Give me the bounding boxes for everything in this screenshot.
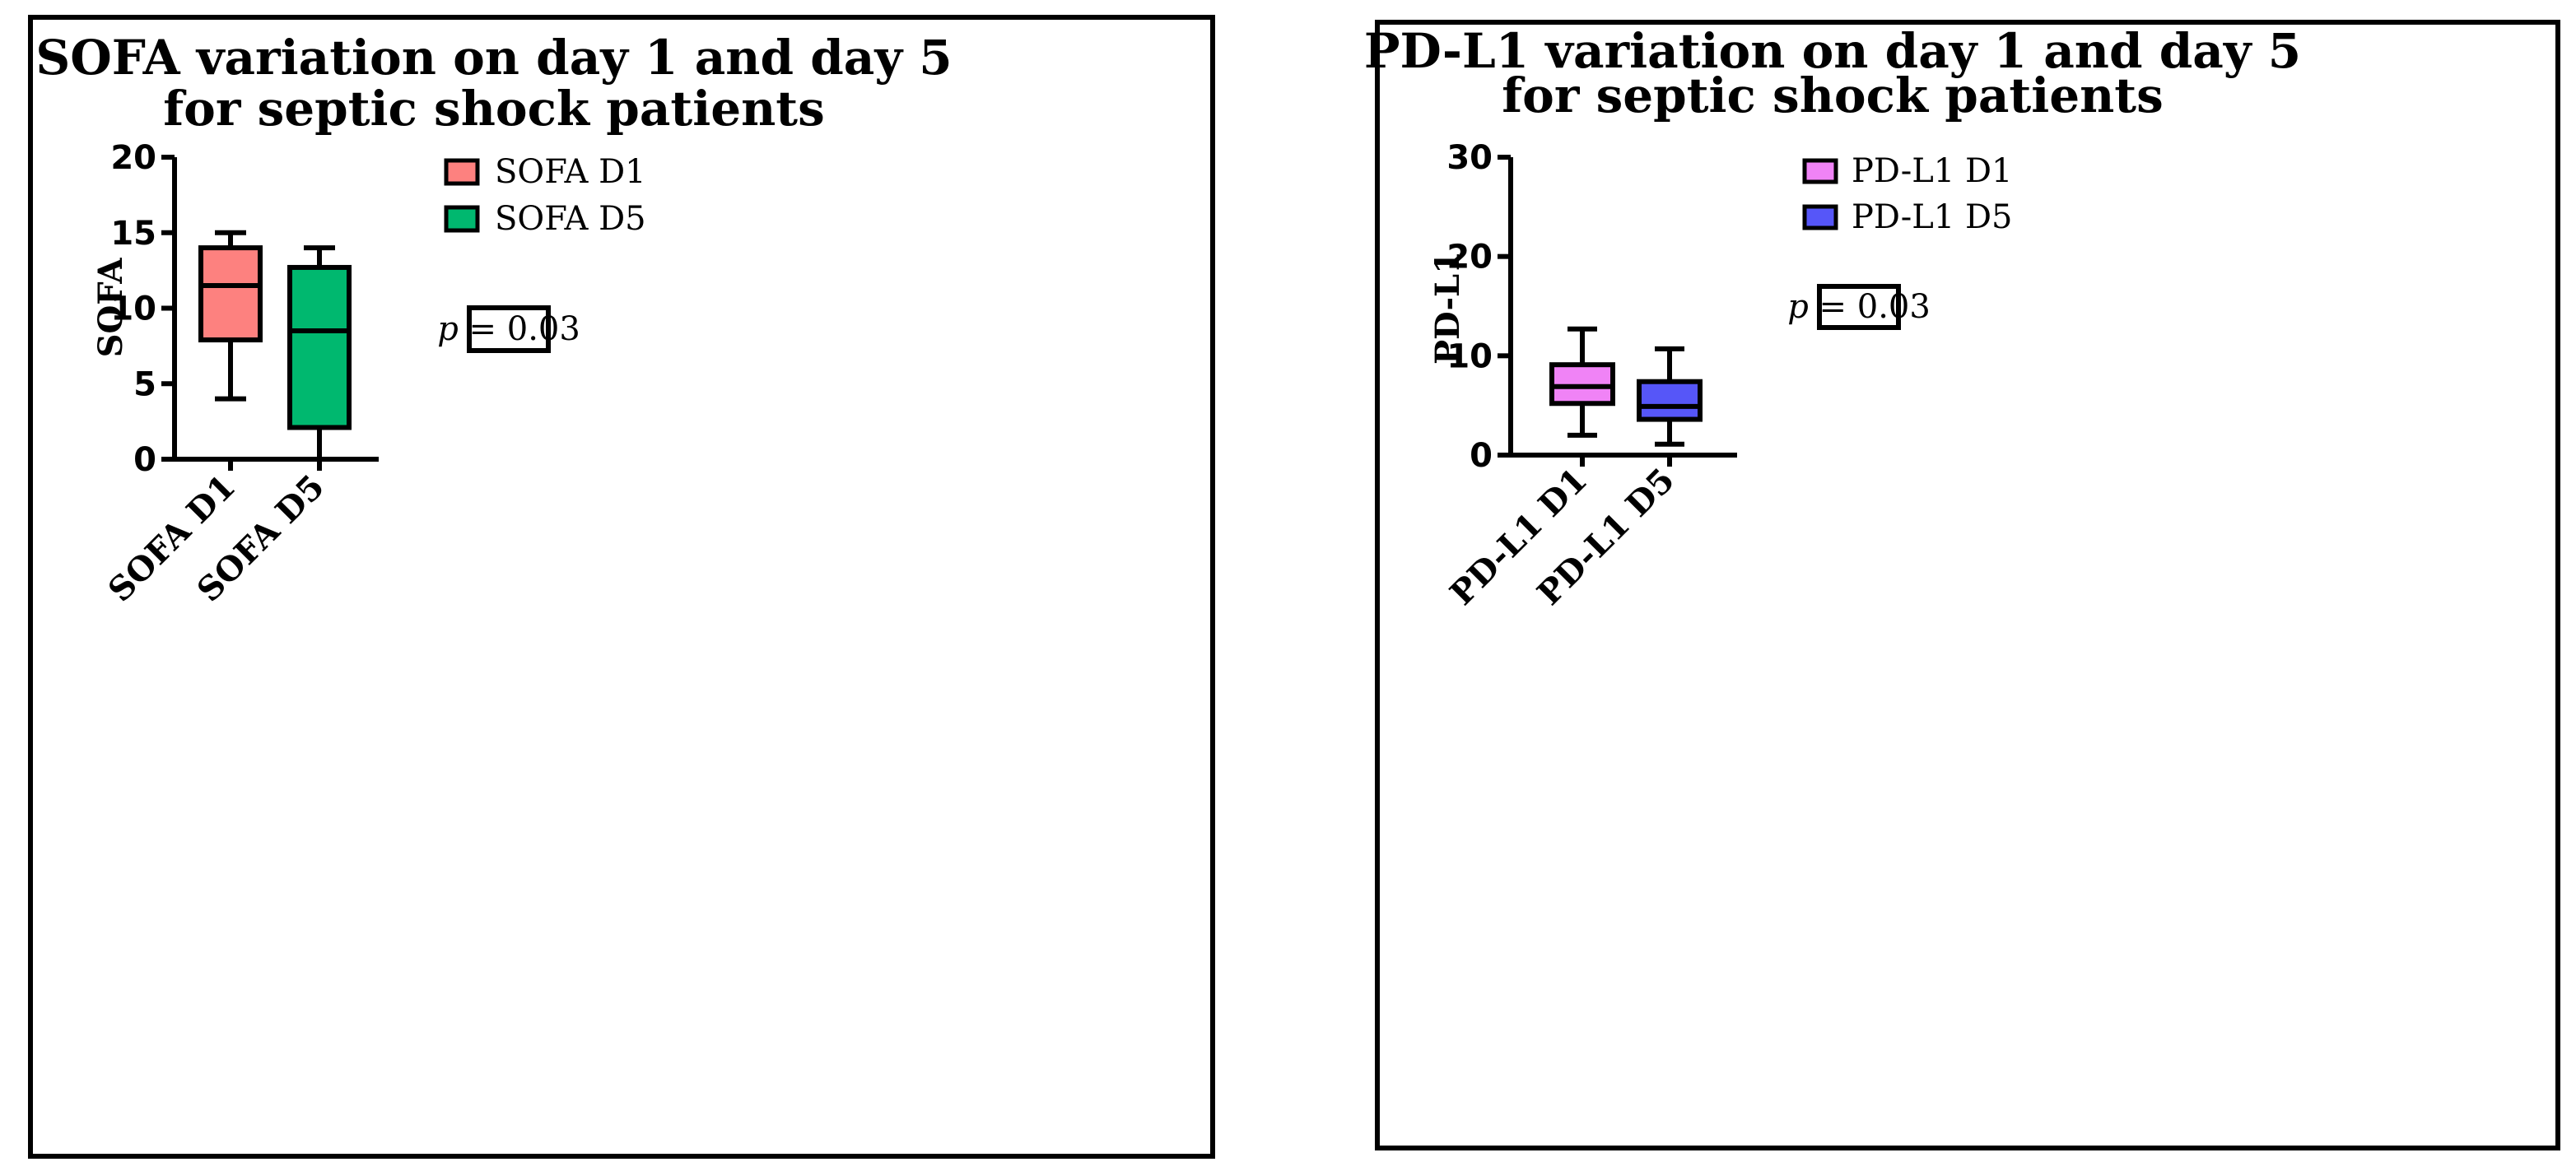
sofa-y-axis-label: SOFA <box>91 258 130 358</box>
sofa-pvalue-box <box>467 305 551 353</box>
pdl1-pvalue-value: = 0.03 <box>1809 288 1931 326</box>
sofa-pvalue-text: p = 0.03 <box>437 310 580 348</box>
pdl1-legend-label: PD-L1 D1 <box>1852 152 2013 190</box>
sofa-y-tick-label: 0 <box>133 441 156 479</box>
pdl1-box-2 <box>1637 346 1703 447</box>
sofa-box-iqr <box>198 245 263 343</box>
sofa-legend-label: SOFA D1 <box>495 153 646 191</box>
sofa-pvalue-symbol: p <box>437 310 459 348</box>
sofa-legend-swatch <box>444 205 480 233</box>
sofa-legend-label: SOFA D5 <box>495 200 646 238</box>
sofa-chart-title-line: for septic shock patients <box>163 81 825 137</box>
sofa-box-2 <box>287 245 352 462</box>
pdl1-pvalue-text: p = 0.03 <box>1787 288 1931 326</box>
sofa-pvalue-value: = 0.03 <box>459 310 580 348</box>
pdl1-y-axis-label: PD-L1 <box>1428 251 1467 365</box>
pdl1-legend-swatch <box>1802 204 1838 230</box>
sofa-y-tick-label: 15 <box>110 215 156 253</box>
pdl1-y-tick-label: 30 <box>1446 139 1493 177</box>
sofa-legend-swatch <box>444 158 480 186</box>
pdl1-box-iqr <box>1637 379 1703 422</box>
sofa-chart-panel: SOFA variation on day 1 and day 5 for sep… <box>28 15 1215 1159</box>
pdl1-legend-label: PD-L1 D5 <box>1852 198 2013 236</box>
sofa-box-1 <box>198 230 263 402</box>
pdl1-y-tick-label: 20 <box>1446 239 1493 277</box>
sofa-chart-title-line: SOFA variation on day 1 and day 5 <box>35 30 952 86</box>
sofa-y-tick-label: 20 <box>110 139 156 177</box>
sofa-y-tick-label: 5 <box>133 365 156 403</box>
pdl1-y-tick-label: 0 <box>1470 437 1493 475</box>
pdl1-box-iqr <box>1549 362 1615 407</box>
pdl1-chart-panel: PD-L1 variation on day 1 and day 5 for se… <box>1364 20 2560 1150</box>
pdl1-chart-title-line: PD-L1 variation on day 1 and day 5 <box>1364 23 2301 79</box>
pdl1-box-1 <box>1549 326 1615 438</box>
pdl1-pvalue-box <box>1817 284 1901 330</box>
pdl1-chart-title-line: for septic shock patients <box>1502 67 2164 123</box>
pdl1-legend-swatch <box>1802 158 1838 184</box>
pdl1-pvalue-symbol: p <box>1787 288 1809 326</box>
pdl1-y-tick-label: 10 <box>1446 337 1493 375</box>
sofa-y-tick-label: 10 <box>110 290 156 328</box>
sofa-box-iqr <box>287 264 352 430</box>
